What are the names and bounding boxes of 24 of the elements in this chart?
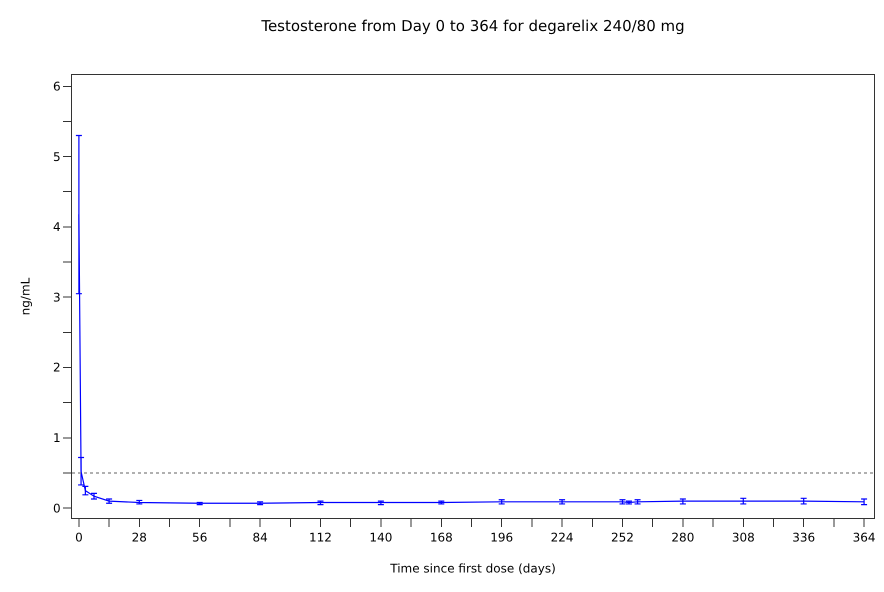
x-tick-label: 140 bbox=[369, 530, 392, 544]
y-tick-label: 0 bbox=[52, 501, 61, 516]
x-tick-label: 280 bbox=[671, 530, 694, 544]
x-tick-label: 308 bbox=[732, 530, 755, 544]
y-tick-label: 3 bbox=[52, 290, 61, 304]
x-tick-label: 224 bbox=[550, 530, 574, 544]
x-tick-label: 336 bbox=[792, 530, 816, 544]
x-tick-label: 252 bbox=[611, 530, 634, 544]
x-tick-label: 0 bbox=[75, 530, 83, 544]
y-tick-label: 4 bbox=[52, 220, 61, 234]
x-tick-label: 84 bbox=[252, 530, 268, 544]
y-axis-title: ng/mL bbox=[18, 277, 32, 316]
x-tick-label: 364 bbox=[852, 530, 876, 544]
y-tick-label: 5 bbox=[52, 150, 61, 164]
chart-title: Testosterone from Day 0 to 364 for degarelix 240/80 mg bbox=[260, 17, 685, 36]
x-tick-label: 112 bbox=[309, 530, 332, 544]
x-tick-label: 28 bbox=[132, 530, 147, 544]
x-tick-label: 196 bbox=[490, 530, 514, 544]
y-tick-label: 2 bbox=[52, 360, 61, 375]
y-tick-label: 6 bbox=[52, 79, 61, 94]
x-tick-label: 56 bbox=[192, 530, 208, 544]
x-axis-title: Time since first dose (days) bbox=[389, 561, 556, 576]
y-tick-label: 1 bbox=[52, 431, 61, 446]
x-tick-label: 168 bbox=[430, 530, 453, 544]
